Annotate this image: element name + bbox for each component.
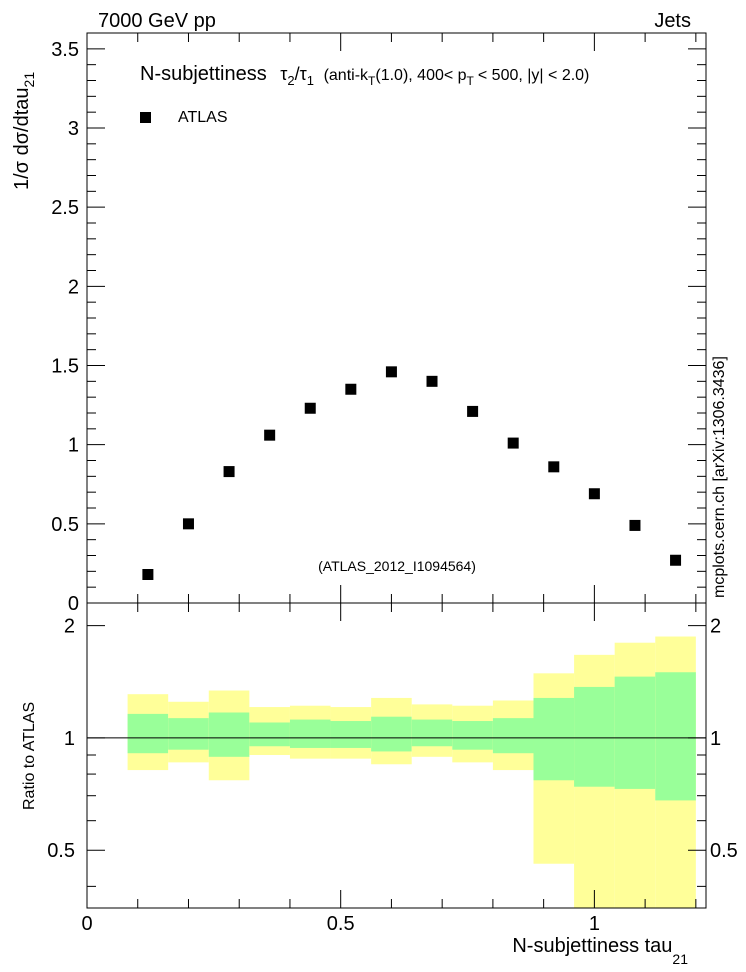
inner-band-bin-12 (614, 676, 656, 789)
inner-band-bin-10 (533, 697, 575, 781)
data-point (588, 488, 600, 500)
legend-label: ATLAS (178, 109, 228, 126)
main-y-tick-label: 0 (68, 593, 79, 615)
inner-band-bin-8 (452, 721, 493, 750)
x-tick-label: 0.5 (327, 913, 355, 935)
main-ylabel: 1/σ dσ/dtau21 (11, 72, 37, 190)
x-tick-label: 1 (589, 913, 600, 935)
ratio-y-tick-label-right: 2 (710, 616, 721, 638)
data-point (182, 518, 194, 530)
data-point (548, 461, 560, 473)
xlabel: N-subjettiness tau21 (512, 935, 688, 967)
ratio-y-tick-label-left: 2 (64, 616, 75, 638)
inner-band-bin-1 (168, 718, 209, 750)
main-y-tick-label: 2.5 (51, 197, 79, 219)
data-point (385, 366, 397, 378)
ratio-y-tick-label-left: 1 (64, 728, 75, 750)
main-y-tick-label: 0.5 (51, 514, 79, 536)
inner-band-bin-13 (655, 672, 696, 801)
data-point (345, 383, 357, 395)
inner-band-bin-9 (492, 718, 534, 754)
data-point (426, 375, 438, 387)
main-y-tick-label: 3.5 (51, 39, 79, 61)
inner-band-bin-4 (289, 719, 331, 748)
inner-band-bin-6 (371, 716, 412, 752)
inner-band-bin-0 (127, 713, 169, 754)
side-label: mcplots.cern.ch [arXiv:1306.3436] (711, 356, 728, 598)
main-y-tick-label: 1.5 (51, 356, 79, 378)
header-right: Jets (654, 10, 691, 32)
data-point (670, 554, 682, 566)
data-point (467, 405, 479, 417)
main-y-tick-label: 1 (68, 435, 79, 457)
main-y-tick-label: 2 (68, 276, 79, 298)
inner-band-bin-5 (330, 721, 372, 748)
ratio-plot-frame (86, 602, 707, 909)
x-tick-label: 0 (81, 913, 92, 935)
ratio-y-tick-label-right: 1 (710, 728, 721, 750)
inner-band-bin-3 (249, 722, 290, 747)
ratio-y-tick-label-left: 0.5 (47, 840, 75, 862)
data-point (629, 519, 641, 531)
inner-band-bin-7 (411, 719, 453, 747)
data-point (223, 466, 235, 478)
inner-band-bin-2 (208, 712, 250, 757)
ratio-ylabel: Ratio to ATLAS (21, 702, 38, 810)
plot-title: N-subjettiness τ2/τ1 (anti-kT(1.0), 400<… (140, 63, 589, 90)
legend-marker (140, 112, 151, 123)
header-left: 7000 GeV pp (98, 10, 216, 32)
main-y-tick-label: 3 (68, 118, 79, 140)
data-point (142, 569, 154, 580)
ratio-y-tick-label-right: 0.5 (710, 840, 738, 862)
inner-band-bin-11 (574, 686, 615, 787)
data-point (507, 437, 519, 449)
analysis-id: (ATLAS_2012_I1094564) (318, 558, 476, 574)
data-point (304, 402, 316, 414)
data-point (264, 429, 276, 441)
